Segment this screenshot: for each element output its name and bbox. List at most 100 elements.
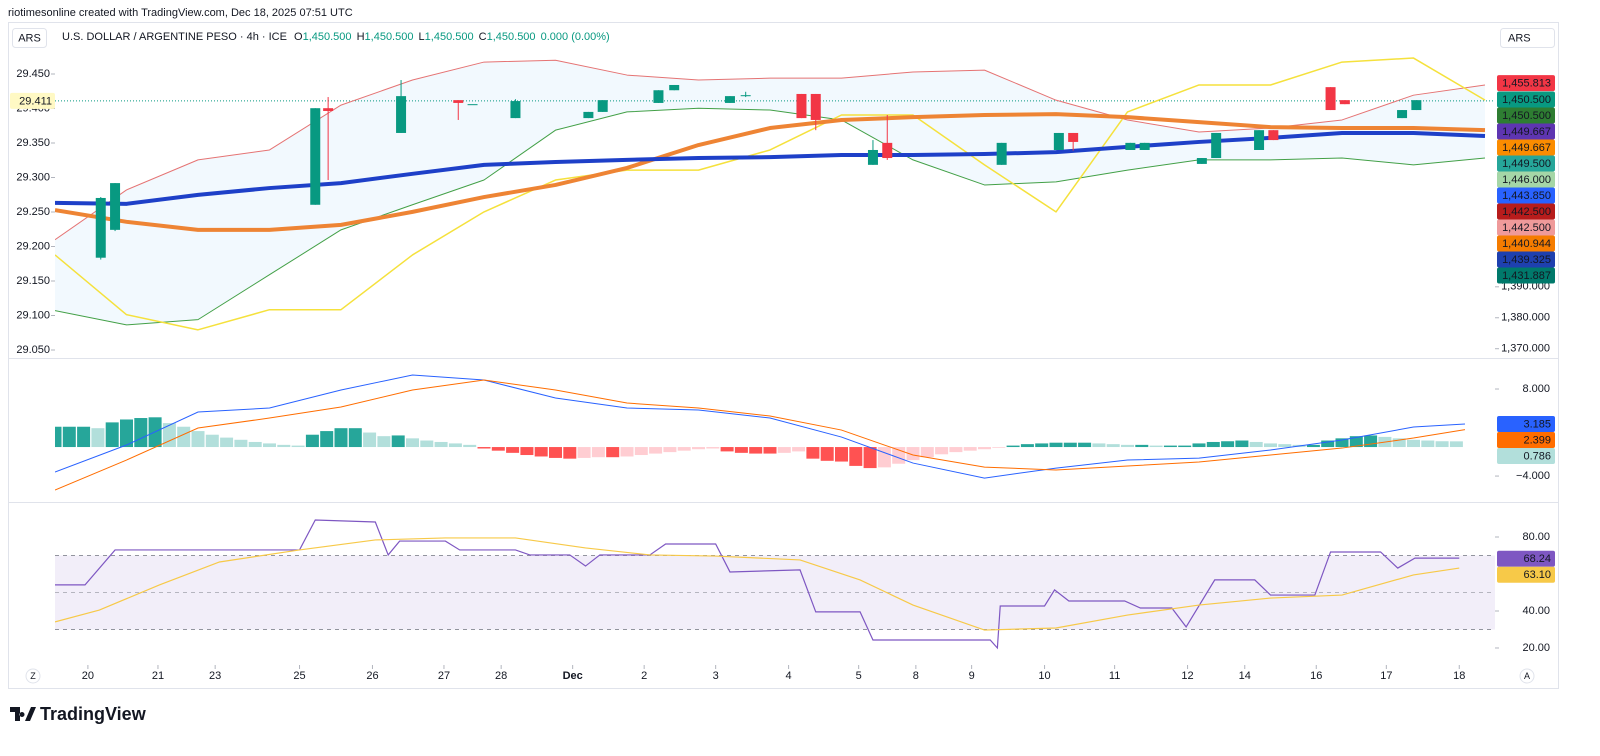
currency-button[interactable] bbox=[12, 28, 47, 48]
histogram-bar bbox=[1321, 440, 1335, 448]
histogram-bar bbox=[177, 426, 191, 448]
histogram-bar bbox=[777, 447, 791, 453]
histogram-bar bbox=[1435, 441, 1449, 448]
currency-label[interactable]: ARS bbox=[1508, 32, 1531, 44]
histogram-bar bbox=[835, 447, 848, 462]
histogram-bar bbox=[248, 441, 262, 448]
candle-body bbox=[867, 149, 878, 165]
candle-body bbox=[597, 100, 608, 112]
price-tag bbox=[1497, 123, 1555, 140]
legend: U.S. DOLLAR / ARGENTINE PESO · 4h · ICE … bbox=[62, 31, 610, 43]
price-tag-label: 63.10 bbox=[1523, 569, 1551, 581]
histogram-bar bbox=[55, 426, 62, 448]
histogram-bar bbox=[1020, 444, 1034, 448]
price-tag bbox=[1497, 415, 1555, 432]
histogram-bar bbox=[62, 426, 76, 448]
histogram-bar bbox=[792, 447, 806, 452]
price-tag bbox=[1497, 171, 1555, 188]
candle-body bbox=[1125, 142, 1136, 150]
candle-body bbox=[1211, 132, 1222, 159]
price-tag-label: 2.399 bbox=[1523, 434, 1551, 446]
histogram-bar bbox=[1235, 440, 1249, 448]
histogram-bar bbox=[992, 447, 1006, 448]
price-tag bbox=[1497, 219, 1555, 236]
x-tick-label: 2 bbox=[641, 670, 647, 682]
legend-key: C bbox=[479, 31, 487, 43]
pane-group bbox=[55, 519, 1495, 650]
histogram-bar bbox=[1192, 443, 1206, 448]
x-tick-label: 26 bbox=[366, 670, 378, 682]
price-tag bbox=[1497, 75, 1555, 92]
x-tick-label: 5 bbox=[856, 670, 862, 682]
histogram-bar bbox=[234, 439, 248, 448]
logo-text: TradingView bbox=[40, 704, 147, 724]
candle-body bbox=[510, 101, 521, 119]
price-tag bbox=[1497, 251, 1555, 268]
histogram-bar bbox=[1206, 441, 1220, 448]
histogram-bar bbox=[263, 443, 276, 448]
histogram-bar bbox=[706, 447, 720, 449]
candle-body bbox=[1068, 132, 1079, 142]
histogram-bar bbox=[1249, 441, 1263, 448]
pane-group bbox=[55, 57, 1495, 331]
price-tag-label: 1,450.500 bbox=[1502, 110, 1551, 122]
price-tag-label: 1,440.944 bbox=[1502, 238, 1551, 250]
histogram-bar bbox=[1349, 436, 1363, 448]
histogram-bar bbox=[277, 444, 291, 448]
indicator-line bbox=[55, 107, 1486, 326]
scale-button-label[interactable]: A bbox=[1524, 671, 1530, 681]
histogram-bar bbox=[406, 438, 419, 448]
histogram-bar bbox=[692, 447, 705, 450]
x-tick-label: 3 bbox=[713, 670, 719, 682]
currency-button[interactable] bbox=[1500, 28, 1555, 48]
y2-tick-label: 29.050 bbox=[16, 344, 50, 356]
currency-label[interactable]: ARS bbox=[18, 32, 41, 44]
candle-body bbox=[95, 197, 106, 258]
histogram-bar bbox=[520, 447, 534, 456]
rsi-line bbox=[55, 519, 1460, 650]
candle-body bbox=[467, 104, 478, 106]
candle-body bbox=[669, 84, 680, 91]
price-tag bbox=[1497, 203, 1555, 220]
histogram-bar bbox=[1407, 439, 1420, 448]
histogram-bar bbox=[877, 447, 891, 468]
scale-button-label[interactable]: Z bbox=[30, 671, 36, 681]
x-tick-label: 11 bbox=[1109, 670, 1120, 682]
histogram-bar bbox=[863, 447, 877, 469]
histogram-bar bbox=[334, 428, 348, 448]
histogram-bar bbox=[1278, 444, 1292, 448]
x-tick-label: 27 bbox=[438, 670, 450, 682]
price-tag-label: 0.786 bbox=[1523, 450, 1551, 462]
band-fill bbox=[55, 60, 1485, 325]
histogram-bar bbox=[1306, 444, 1320, 448]
price-tag bbox=[1497, 187, 1555, 204]
scale-button[interactable] bbox=[25, 668, 41, 684]
legend-key: L bbox=[419, 31, 425, 43]
scale-button[interactable] bbox=[1519, 668, 1535, 684]
price-tag-label: 1,439.325 bbox=[1502, 254, 1551, 266]
histogram-bar bbox=[120, 419, 133, 448]
x-tick-label: 14 bbox=[1239, 670, 1251, 682]
candle-body bbox=[583, 111, 594, 119]
histogram-bar bbox=[1392, 438, 1406, 448]
y2-tick-label: 29.250 bbox=[16, 206, 50, 218]
histogram-bar bbox=[1178, 445, 1192, 448]
histogram-bar bbox=[849, 447, 863, 466]
price-tag-label: 1,442.500 bbox=[1502, 222, 1551, 234]
legend-value: 1,450.500 bbox=[365, 31, 414, 43]
y-tick-label: 8.000 bbox=[1522, 383, 1550, 395]
histogram-bar bbox=[606, 447, 620, 458]
y-tick-label: 80.00 bbox=[1522, 531, 1550, 543]
legend-change: 0.000 (0.00%) bbox=[541, 31, 610, 43]
candle-body bbox=[1411, 100, 1422, 111]
histogram-bar bbox=[491, 447, 505, 451]
price-tag-label: 1,442.500 bbox=[1502, 206, 1551, 218]
price-tag bbox=[1497, 267, 1555, 284]
price-tag bbox=[1497, 155, 1555, 172]
rsi-line bbox=[55, 537, 1460, 631]
price-tag bbox=[1497, 107, 1555, 124]
candle-body bbox=[653, 90, 664, 103]
price-tag bbox=[1497, 566, 1555, 583]
histogram-bar bbox=[434, 441, 448, 448]
histogram-bar bbox=[420, 440, 434, 448]
